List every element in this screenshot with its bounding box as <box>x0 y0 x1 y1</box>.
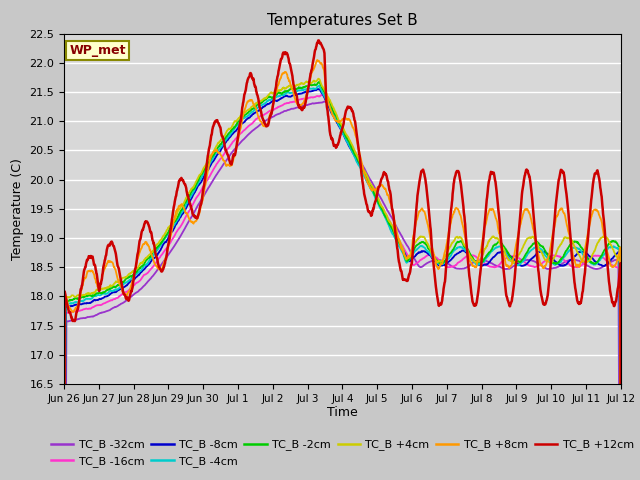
TC_B -8cm <box>346 144 353 149</box>
TC_B -4cm <box>582 254 589 260</box>
TC_B -8cm <box>70 302 78 308</box>
Line: TC_B -2cm: TC_B -2cm <box>64 82 621 480</box>
TC_B +12cm <box>70 318 78 324</box>
TC_B +4cm <box>312 79 319 84</box>
TC_B -2cm <box>444 253 452 259</box>
TC_B -8cm <box>582 250 589 255</box>
TC_B +8cm <box>70 307 78 312</box>
TC_B -4cm <box>316 83 323 89</box>
TC_B -2cm <box>316 79 323 84</box>
TC_B +12cm <box>160 264 168 270</box>
TC_B +12cm <box>346 104 353 110</box>
Line: TC_B -16cm: TC_B -16cm <box>64 95 621 480</box>
TC_B +8cm <box>160 261 168 267</box>
TC_B +4cm <box>582 259 589 265</box>
Line: TC_B +8cm: TC_B +8cm <box>64 60 621 480</box>
TC_B -32cm <box>312 100 319 106</box>
Text: WP_met: WP_met <box>70 44 126 57</box>
TC_B -4cm <box>444 256 452 262</box>
TC_B -2cm <box>70 296 78 302</box>
Line: TC_B +4cm: TC_B +4cm <box>64 79 621 480</box>
Line: TC_B -32cm: TC_B -32cm <box>64 102 621 480</box>
TC_B +8cm <box>312 61 319 67</box>
TC_B +12cm <box>582 265 589 271</box>
TC_B -16cm <box>346 142 353 147</box>
TC_B +8cm <box>314 57 321 63</box>
TC_B -32cm <box>70 317 78 323</box>
TC_B -2cm <box>582 251 589 256</box>
TC_B -32cm <box>346 138 353 144</box>
TC_B -16cm <box>319 92 326 98</box>
X-axis label: Time: Time <box>327 407 358 420</box>
TC_B +12cm <box>444 240 452 246</box>
Title: Temperatures Set B: Temperatures Set B <box>267 13 418 28</box>
TC_B -4cm <box>70 300 78 305</box>
TC_B +8cm <box>346 117 353 122</box>
TC_B -2cm <box>312 83 319 88</box>
TC_B -4cm <box>346 142 353 148</box>
Line: TC_B +12cm: TC_B +12cm <box>64 40 621 480</box>
TC_B -4cm <box>160 237 168 243</box>
Line: TC_B -4cm: TC_B -4cm <box>64 86 621 480</box>
TC_B +4cm <box>444 247 452 252</box>
TC_B -8cm <box>444 259 452 265</box>
TC_B -16cm <box>160 249 168 255</box>
TC_B +4cm <box>346 137 353 143</box>
TC_B -2cm <box>346 139 353 144</box>
TC_B -32cm <box>322 99 330 105</box>
TC_B -8cm <box>314 86 322 92</box>
TC_B +4cm <box>70 294 78 300</box>
TC_B -32cm <box>444 261 452 266</box>
Line: TC_B -8cm: TC_B -8cm <box>64 89 621 480</box>
Legend: TC_B -32cm, TC_B -16cm, TC_B -8cm, TC_B -4cm, TC_B -2cm, TC_B +4cm, TC_B +8cm, T: TC_B -32cm, TC_B -16cm, TC_B -8cm, TC_B … <box>47 435 638 471</box>
TC_B +12cm <box>314 37 322 43</box>
TC_B -8cm <box>312 87 319 93</box>
TC_B -16cm <box>70 308 78 314</box>
TC_B -32cm <box>160 259 168 264</box>
Y-axis label: Temperature (C): Temperature (C) <box>11 158 24 260</box>
TC_B +4cm <box>160 233 168 239</box>
TC_B +12cm <box>312 46 319 52</box>
TC_B -8cm <box>160 241 168 247</box>
TC_B -16cm <box>582 260 589 266</box>
TC_B -16cm <box>444 264 452 270</box>
TC_B +8cm <box>582 244 589 250</box>
TC_B +8cm <box>444 234 452 240</box>
TC_B +4cm <box>315 76 323 82</box>
TC_B -16cm <box>312 94 319 99</box>
TC_B -4cm <box>312 86 319 92</box>
TC_B -32cm <box>582 261 589 267</box>
TC_B -2cm <box>160 237 168 242</box>
